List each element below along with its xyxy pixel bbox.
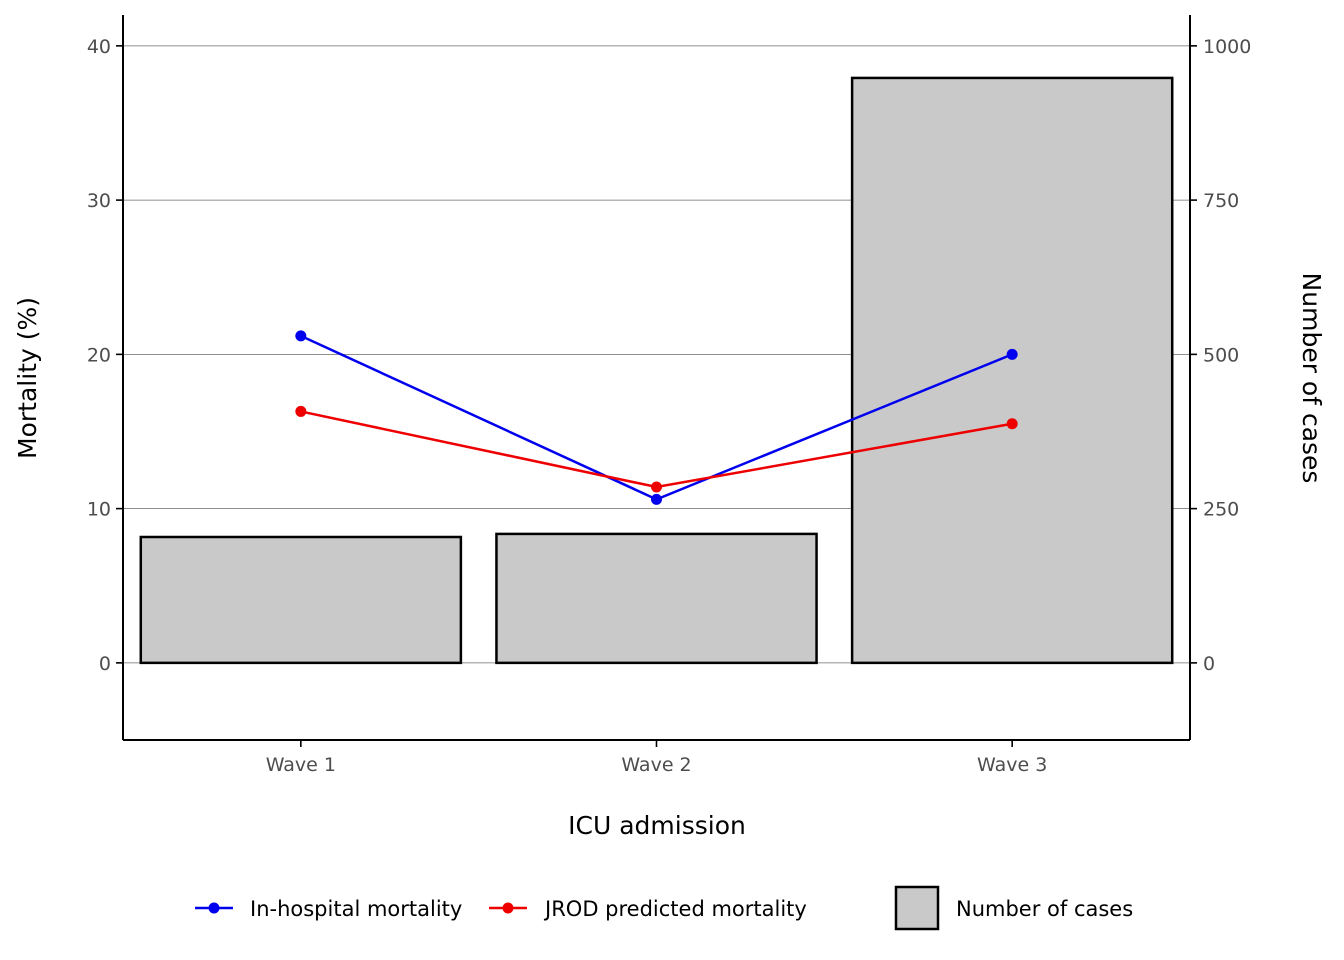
y-right-tick-label: 250 <box>1203 499 1239 521</box>
bar-wave-2 <box>495 532 818 665</box>
tick-labels: 0 10 20 30 40 0 250 500 750 1000 Wave 1 Wave 2 Wave … <box>87 36 1252 776</box>
legend-label-in-hospital: In-hospital mortality <box>250 897 462 921</box>
legend-label-jrod: JROD predicted mortality <box>543 897 807 921</box>
y-tick-label: 20 <box>87 344 111 366</box>
series-point-0-0 <box>295 330 307 342</box>
axes <box>116 15 1197 747</box>
x-axis-title: ICU admission <box>568 811 746 840</box>
series-point-1-0 <box>295 405 307 417</box>
x-tick-label: Wave 3 <box>977 754 1047 776</box>
x-tick-label: Wave 1 <box>266 754 336 776</box>
legend-label-cases: Number of cases <box>956 897 1133 921</box>
legend-key-cases-box <box>894 885 940 931</box>
series-point-0-2 <box>1006 348 1018 360</box>
legend-key-in-hospital-point <box>208 902 220 914</box>
y-axis-title: Mortality (%) <box>13 297 42 459</box>
y-tick-label: 40 <box>87 36 111 58</box>
y-right-tick-label: 0 <box>1203 653 1215 675</box>
y-right-tick-label: 750 <box>1203 190 1239 212</box>
x-tick-label: Wave 2 <box>621 754 691 776</box>
bar-wave-1 <box>139 535 463 665</box>
y-axis-right-title: Number of cases <box>1297 273 1326 484</box>
legend: In-hospital mortality JROD predicted mor… <box>195 885 1133 931</box>
series-point-0-1 <box>651 493 662 505</box>
y-right-tick-label: 500 <box>1203 344 1239 366</box>
bars <box>139 76 1174 665</box>
y-tick-label: 10 <box>87 499 111 521</box>
series-lines <box>295 330 1018 505</box>
legend-key-jrod-point <box>502 902 514 914</box>
series-point-1-1 <box>651 481 662 493</box>
y-tick-label: 30 <box>87 190 111 212</box>
series-point-1-2 <box>1006 418 1018 430</box>
y-tick-label: 0 <box>99 653 111 675</box>
y-right-tick-label: 1000 <box>1203 36 1251 58</box>
bar-wave-3 <box>850 76 1174 665</box>
